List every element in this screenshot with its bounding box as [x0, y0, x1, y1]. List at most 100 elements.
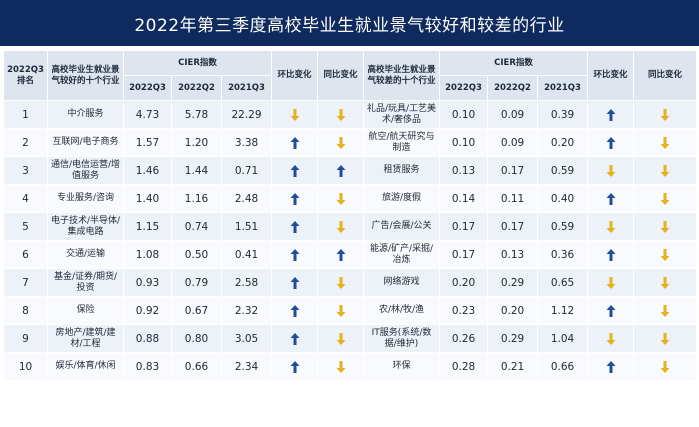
arrow-down-icon	[660, 192, 670, 205]
arrow-up-icon	[606, 108, 616, 121]
industry-table: 2022Q3排名 高校毕业生就业景气较好的十个行业 CIER指数 环比变化 同比…	[3, 50, 698, 381]
good-industry-name: 房地产/建筑/建材/工程	[47, 324, 124, 353]
good-yoy	[317, 352, 365, 381]
good-industry-name: 保险	[47, 296, 124, 325]
good-2022q2-value: 5.78	[171, 100, 222, 129]
arrow-down-icon	[336, 304, 346, 317]
good-2022q2-value: 0.67	[171, 296, 222, 325]
bad-2021q3-value: 0.66	[537, 352, 589, 381]
rank-cell: 1	[3, 100, 48, 129]
arrow-down-icon	[660, 136, 670, 149]
rank-cell: 5	[3, 212, 48, 241]
bad-qoq	[587, 296, 635, 325]
arrow-up-icon	[336, 248, 346, 261]
bad-yoy	[633, 156, 698, 185]
header-yoy-left: 同比变化	[317, 50, 365, 101]
good-2022q2-value: 0.80	[171, 324, 222, 353]
arrow-up-icon	[606, 248, 616, 261]
bad-2021q3-value: 0.40	[537, 184, 589, 213]
good-2021q3-value: 2.32	[220, 296, 273, 325]
bad-2022q3-value: 0.20	[439, 268, 489, 297]
arrow-down-icon	[606, 220, 616, 233]
bad-2022q2-value: 0.29	[487, 268, 539, 297]
bad-yoy	[633, 296, 698, 325]
arrow-up-icon	[290, 304, 300, 317]
arrow-up-icon	[606, 192, 616, 205]
rank-cell: 9	[3, 324, 48, 353]
bad-2021q3-value: 0.59	[537, 212, 589, 241]
rank-cell: 2	[3, 128, 48, 157]
good-2021q3-value: 2.58	[220, 268, 273, 297]
header-2022q3-left: 2022Q3	[123, 75, 172, 101]
bad-yoy	[633, 352, 698, 381]
bad-2021q3-value: 0.36	[537, 240, 589, 269]
bad-yoy	[633, 184, 698, 213]
header-qoq-right: 环比变化	[587, 50, 635, 101]
bad-2022q3-value: 0.17	[439, 240, 489, 269]
rank-cell: 7	[3, 268, 48, 297]
header-2022q2-right: 2022Q2	[487, 75, 539, 101]
good-yoy	[317, 296, 365, 325]
good-2022q3-value: 0.92	[123, 296, 172, 325]
good-2022q2-value: 1.16	[171, 184, 222, 213]
bad-qoq	[587, 240, 635, 269]
bad-industry-name: 能源/矿产/采掘/冶炼	[363, 240, 441, 269]
good-qoq	[271, 100, 319, 129]
good-industry-name: 通信/电信运营/增值服务	[47, 156, 124, 185]
bad-2022q3-value: 0.13	[439, 156, 489, 185]
bad-yoy	[633, 212, 698, 241]
bad-2021q3-value: 0.65	[537, 268, 589, 297]
bad-qoq	[587, 100, 635, 129]
header-bad-industry: 高校毕业生就业景气较差的十个行业	[363, 50, 441, 101]
good-yoy	[317, 324, 365, 353]
arrow-down-icon	[290, 108, 300, 121]
arrow-down-icon	[660, 108, 670, 121]
bad-2022q3-value: 0.23	[439, 296, 489, 325]
header-2021q3-left: 2021Q3	[220, 75, 273, 101]
arrow-up-icon	[290, 360, 300, 373]
bad-2021q3-value: 0.39	[537, 100, 589, 129]
bad-2021q3-value: 0.59	[537, 156, 589, 185]
table-row: 1 中介服务 4.73 5.78 22.29 礼品/玩具/工艺美术/奢侈品 0.10 0.09…	[3, 100, 698, 129]
arrow-up-icon	[606, 304, 616, 317]
arrow-down-icon	[336, 136, 346, 149]
bad-qoq	[587, 184, 635, 213]
bad-qoq	[587, 212, 635, 241]
bad-2021q3-value: 0.20	[537, 128, 589, 157]
good-yoy	[317, 100, 365, 129]
good-industry-name: 专业服务/咨询	[47, 184, 124, 213]
good-2021q3-value: 0.41	[220, 240, 273, 269]
good-industry-name: 交通/运输	[47, 240, 124, 269]
bad-2022q2-value: 0.13	[487, 240, 539, 269]
arrow-up-icon	[290, 248, 300, 261]
good-2022q3-value: 0.88	[123, 324, 172, 353]
arrow-down-icon	[336, 276, 346, 289]
table-row: 9 房地产/建筑/建材/工程 0.88 0.80 3.05 IT服务(系统/数据/维护) 0…	[3, 324, 698, 353]
bad-industry-name: 广告/会展/公关	[363, 212, 441, 241]
bad-qoq	[587, 268, 635, 297]
bad-2022q2-value: 0.21	[487, 352, 539, 381]
bad-industry-name: 租赁服务	[363, 156, 441, 185]
good-2022q2-value: 0.66	[171, 352, 222, 381]
bad-2022q3-value: 0.14	[439, 184, 489, 213]
bad-industry-name: 网络游戏	[363, 268, 441, 297]
table-row: 7 基金/证券/期货/投资 0.93 0.79 2.58 网络游戏 0.20 0.29 0.65	[3, 268, 698, 297]
rank-cell: 6	[3, 240, 48, 269]
bad-2022q2-value: 0.29	[487, 324, 539, 353]
good-2022q3-value: 1.46	[123, 156, 172, 185]
bad-2022q3-value: 0.28	[439, 352, 489, 381]
good-2022q2-value: 0.50	[171, 240, 222, 269]
good-industry-name: 电子技术/半导体/集成电路	[47, 212, 124, 241]
bad-qoq	[587, 128, 635, 157]
bad-2022q2-value: 0.11	[487, 184, 539, 213]
bad-2022q2-value: 0.17	[487, 156, 539, 185]
arrow-down-icon	[336, 220, 346, 233]
arrow-down-icon	[660, 360, 670, 373]
arrow-down-icon	[660, 220, 670, 233]
good-qoq	[271, 324, 319, 353]
bad-industry-name: IT服务(系统/数据/维护)	[363, 324, 441, 353]
good-2022q2-value: 0.79	[171, 268, 222, 297]
arrow-down-icon	[660, 276, 670, 289]
arrow-down-icon	[336, 360, 346, 373]
arrow-up-icon	[606, 360, 616, 373]
